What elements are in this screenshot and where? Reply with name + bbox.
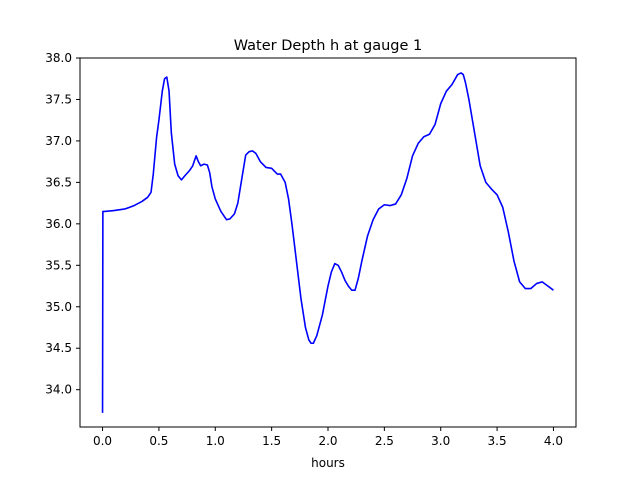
x-tick-label: 4.0 bbox=[544, 434, 563, 448]
plot-area bbox=[101, 72, 554, 413]
y-tick-label: 37.5 bbox=[45, 92, 72, 106]
chart-title: Water Depth h at gauge 1 bbox=[234, 38, 422, 54]
y-tick-label: 38.0 bbox=[45, 51, 72, 65]
y-tick-label: 35.5 bbox=[45, 258, 72, 272]
y-tick-label: 35.0 bbox=[45, 300, 72, 314]
x-tick-label: 2.0 bbox=[318, 434, 337, 448]
y-tick-label: 34.0 bbox=[45, 383, 72, 397]
plot-frame bbox=[79, 57, 577, 428]
x-axis-label: hours bbox=[311, 456, 345, 470]
y-tick-label: 36.0 bbox=[45, 217, 72, 231]
x-tick-label: 0.0 bbox=[93, 434, 112, 448]
x-tick-label: 1.0 bbox=[206, 434, 225, 448]
x-tick-label: 0.5 bbox=[149, 434, 168, 448]
series-line-gauge-1 bbox=[101, 72, 554, 413]
x-tick-label: 1.5 bbox=[262, 434, 281, 448]
x-tick-label: 3.5 bbox=[488, 434, 507, 448]
y-tick-label: 37.0 bbox=[45, 134, 72, 148]
y-tick-label: 36.5 bbox=[45, 175, 72, 189]
x-tick-label: 2.5 bbox=[375, 434, 394, 448]
y-axis: 34.0 34.5 35.0 35.5 36.0 36.5 37.0 37.5 38.0 bbox=[45, 51, 80, 397]
x-axis: 0.0 0.5 1.0 1.5 2.0 2.5 3.0 3.5 4.0 bbox=[93, 427, 563, 448]
x-tick-label: 3.0 bbox=[431, 434, 450, 448]
y-tick-label: 34.5 bbox=[45, 341, 72, 355]
